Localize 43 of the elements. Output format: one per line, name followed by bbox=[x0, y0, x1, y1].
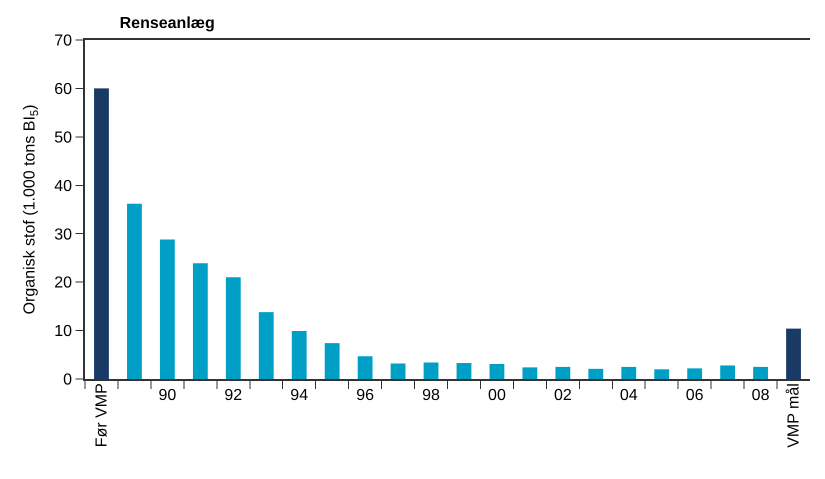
x-tick-label: 00 bbox=[488, 386, 506, 404]
bar bbox=[786, 328, 801, 379]
bar bbox=[720, 365, 736, 379]
bar bbox=[292, 331, 307, 379]
x-tick-label: 90 bbox=[158, 386, 176, 404]
bar bbox=[588, 368, 604, 379]
bar bbox=[424, 362, 438, 379]
bar bbox=[456, 363, 472, 379]
y-tick-label: 20 bbox=[54, 274, 72, 292]
y-tick-label: 0 bbox=[63, 372, 72, 389]
bar bbox=[753, 366, 768, 379]
bar bbox=[258, 312, 274, 379]
bar bbox=[621, 366, 636, 379]
bar bbox=[160, 240, 175, 379]
x-tick-label: Før VMP bbox=[94, 383, 111, 448]
x-tick-label: 94 bbox=[290, 386, 308, 404]
bar bbox=[522, 367, 538, 379]
x-tick-label: 04 bbox=[620, 386, 638, 404]
y-tick-label: 30 bbox=[54, 226, 72, 244]
y-tick-label: 40 bbox=[54, 178, 72, 195]
bar bbox=[555, 366, 570, 379]
bar bbox=[490, 364, 504, 379]
y-tick-label: 50 bbox=[54, 129, 72, 146]
y-tick-label: 60 bbox=[54, 81, 72, 98]
bar bbox=[127, 204, 142, 379]
x-tick-label: 08 bbox=[752, 386, 770, 404]
bar bbox=[192, 263, 208, 379]
x-tick-label: VMP mål bbox=[786, 383, 803, 448]
x-tick-label: 02 bbox=[554, 386, 572, 404]
bar bbox=[324, 343, 340, 379]
y-tick-label: 70 bbox=[54, 32, 72, 50]
chart-title: Renseanlæg bbox=[120, 14, 215, 32]
bar bbox=[654, 369, 670, 379]
bar bbox=[226, 277, 241, 379]
bar bbox=[358, 356, 373, 379]
x-tick-label: 06 bbox=[686, 386, 704, 404]
bar bbox=[390, 364, 406, 379]
bar bbox=[687, 368, 702, 379]
x-tick-label: 98 bbox=[422, 386, 440, 404]
y-tick-label: 10 bbox=[54, 323, 72, 340]
bar bbox=[94, 88, 109, 379]
x-tick-label: 96 bbox=[356, 386, 374, 404]
x-tick-label: 92 bbox=[224, 386, 242, 404]
